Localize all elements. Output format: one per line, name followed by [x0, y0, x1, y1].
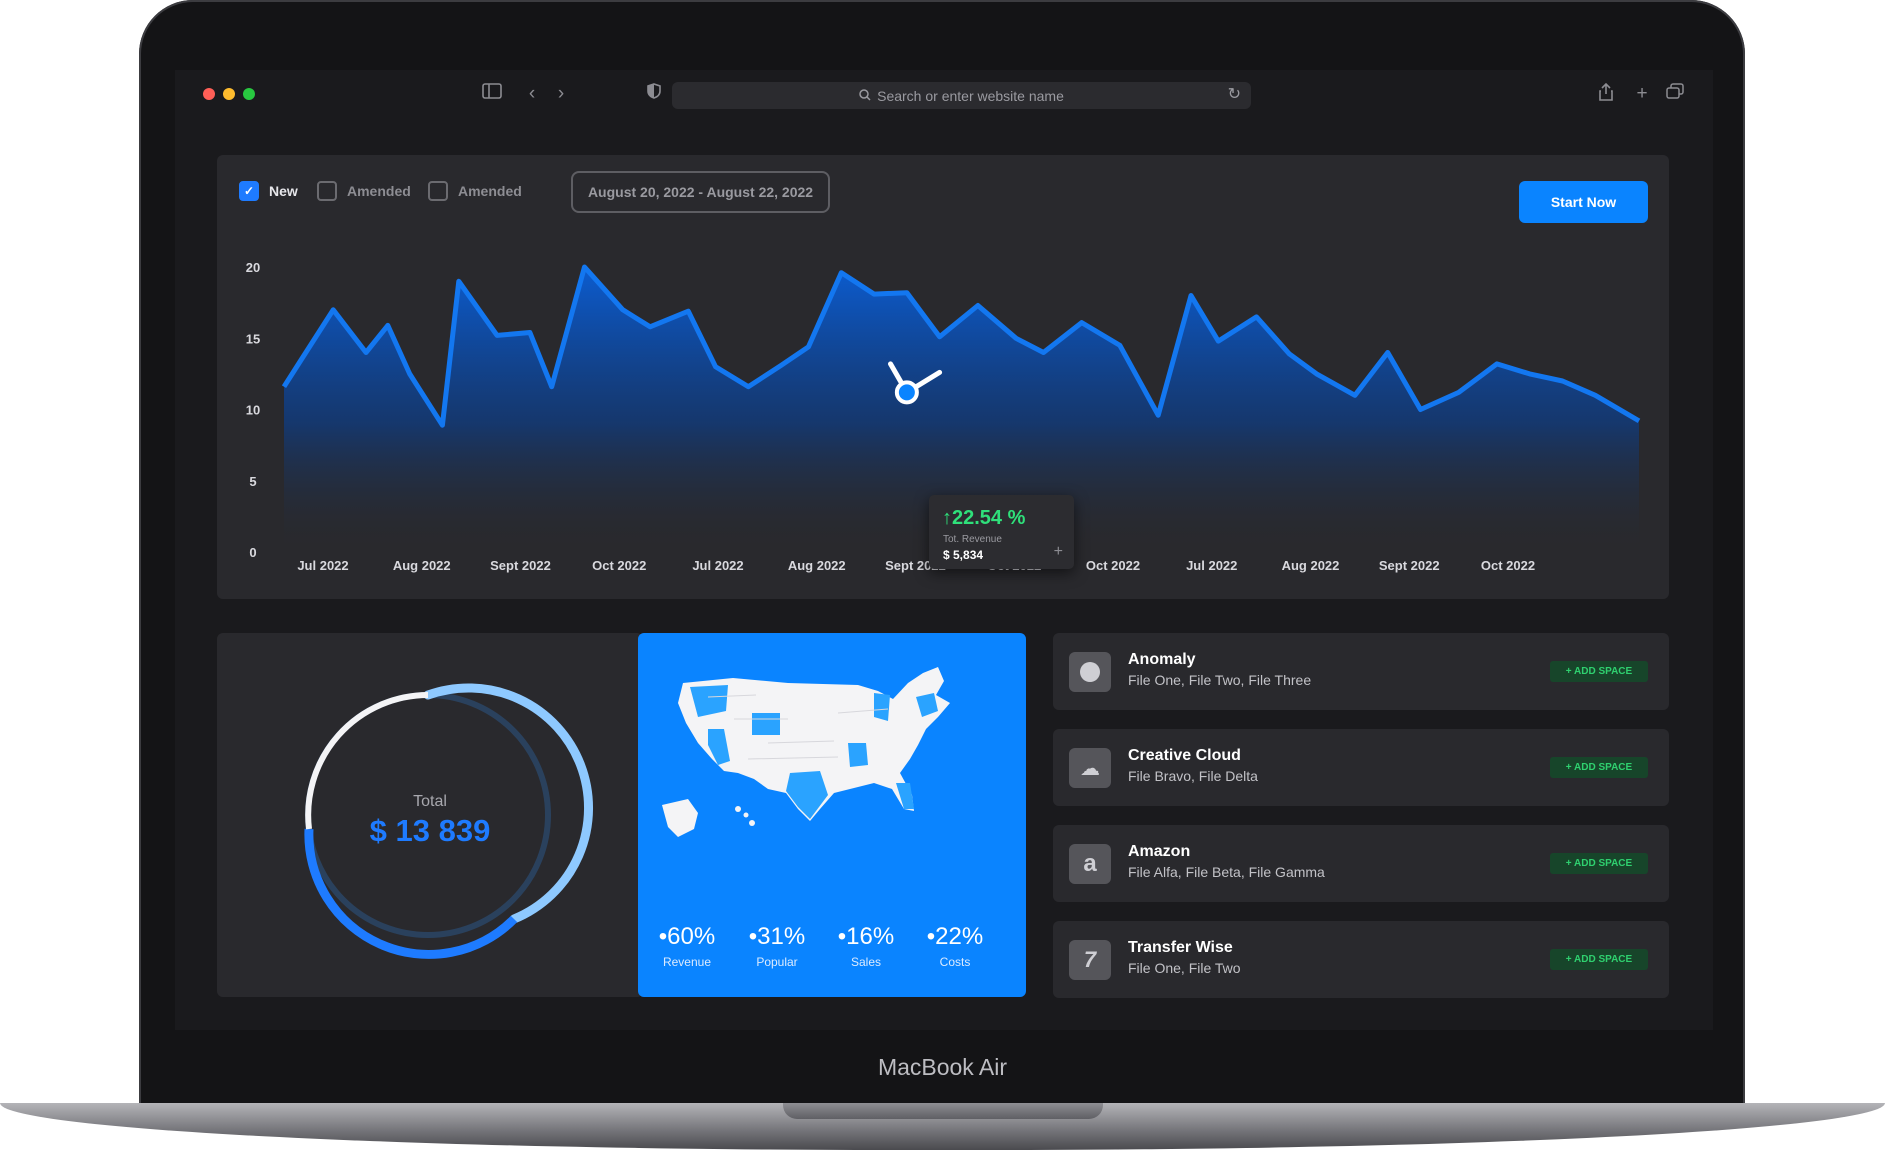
y-tick-label: 15: [246, 331, 260, 346]
date-range-picker[interactable]: August 20, 2022 - August 22, 2022: [571, 171, 830, 213]
zoom-window-button[interactable]: [243, 88, 255, 100]
x-tick-label: Oct 2022: [592, 558, 646, 573]
add-space-button[interactable]: + ADD SPACE: [1550, 853, 1648, 874]
space-item-creative-cloud[interactable]: ☁ Creative Cloud File Bravo, File Delta …: [1053, 729, 1669, 806]
filter-amended-checkbox[interactable]: Amended: [317, 181, 411, 201]
x-tick-label: Jul 2022: [692, 558, 743, 573]
checkbox-box: [317, 181, 337, 201]
tooltip-change: ↑22.54 %: [942, 507, 1026, 529]
transferwise-icon: 7: [1069, 940, 1111, 980]
chart-series-line: [281, 264, 1641, 428]
add-space-button[interactable]: + ADD SPACE: [1550, 757, 1648, 778]
tabs-overview-icon[interactable]: [1663, 83, 1687, 105]
tooltip-value: $ 5,834: [943, 548, 984, 562]
creative-cloud-icon: ☁: [1069, 748, 1111, 788]
revenue-chart-panel: ✓ New Amended Amended August 20, 2022 - …: [217, 155, 1669, 599]
stat-costs: •22% Costs: [910, 923, 1000, 969]
stat-label: Sales: [850, 955, 882, 969]
amazon-icon: a: [1069, 844, 1111, 884]
space-title: Anomaly: [1128, 651, 1196, 668]
shield-icon[interactable]: [642, 83, 666, 105]
total-panel: Total $ 13 839: [217, 633, 643, 997]
x-tick-label: Oct 2022: [1086, 558, 1140, 573]
browser-toolbar: ‹ › Search or enter website name ↻ +: [175, 70, 1713, 120]
y-tick-label: 10: [246, 403, 260, 418]
minimize-window-button[interactable]: [223, 88, 235, 100]
share-icon[interactable]: [1594, 82, 1618, 107]
x-tick-label: Oct 2022: [1481, 558, 1535, 573]
address-bar[interactable]: Search or enter website name ↻: [672, 82, 1251, 109]
search-icon: [859, 88, 871, 104]
usa-map: [662, 667, 950, 837]
reload-icon[interactable]: ↻: [1227, 86, 1241, 103]
total-donut: [304, 683, 593, 959]
chart-highlight-point: [894, 380, 919, 405]
stat-label: Popular: [756, 955, 798, 969]
filter-amended-checkbox-2[interactable]: Amended: [428, 181, 522, 201]
stat-value: •31%: [748, 923, 806, 950]
x-tick-label: Sept 2022: [1379, 558, 1440, 573]
stat-value: •22%: [926, 923, 984, 950]
space-files: File One, File Two: [1128, 960, 1241, 976]
filter-label: New: [269, 183, 298, 199]
forward-icon[interactable]: ›: [557, 83, 565, 104]
space-title: Creative Cloud: [1128, 747, 1241, 764]
space-title: Transfer Wise: [1128, 939, 1233, 956]
add-space-button[interactable]: + ADD SPACE: [1550, 949, 1648, 970]
stat-popular: •31% Popular: [732, 923, 822, 969]
y-tick-label: 20: [246, 260, 260, 275]
space-item-transfer-wise[interactable]: 7 Transfer Wise File One, File Two + ADD…: [1053, 921, 1669, 998]
total-label: Total: [413, 793, 447, 810]
stat-value: •16%: [837, 923, 895, 950]
filter-label: Amended: [347, 183, 411, 199]
tooltip-label: Tot. Revenue: [943, 534, 1002, 545]
usa-map-panel: •60% Revenue •31% Popular •16% Sales •22…: [638, 633, 1026, 997]
filter-label: Amended: [458, 183, 522, 199]
y-tick-label: 5: [249, 474, 256, 489]
y-tick-label: 0: [249, 545, 256, 560]
x-tick-label: Aug 2022: [788, 558, 846, 573]
space-item-anomaly[interactable]: Anomaly File One, File Two, File Three +…: [1053, 633, 1669, 710]
checkbox-box: [428, 181, 448, 201]
laptop-notch: [783, 1103, 1103, 1119]
stat-label: Costs: [939, 955, 971, 969]
x-tick-label: Jul 2022: [1186, 558, 1237, 573]
stat-label: Revenue: [662, 955, 712, 969]
new-tab-icon[interactable]: +: [1636, 83, 1648, 104]
chart-tooltip: ↑22.54 % Tot. Revenue $ 5,834 +: [929, 495, 1074, 569]
space-files: File Bravo, File Delta: [1128, 768, 1258, 784]
area-chart: 0 5 10 15 20 Jul 2022 Aug 2022 Sept 2022 Oct 202…: [246, 260, 1641, 573]
add-space-button[interactable]: + ADD SPACE: [1550, 661, 1648, 682]
stat-sales: •16% Sales: [821, 923, 911, 969]
x-tick-label: Aug 2022: [1282, 558, 1340, 573]
sidebar-icon[interactable]: [480, 83, 504, 105]
stat-revenue: •60% Revenue: [642, 923, 732, 969]
space-item-amazon[interactable]: a Amazon File Alfa, File Beta, File Gamm…: [1053, 825, 1669, 902]
total-value: $ 13 839: [369, 813, 491, 848]
checkmark-icon: ✓: [239, 181, 259, 201]
space-files: File Alfa, File Beta, File Gamma: [1128, 864, 1325, 880]
space-title: Amazon: [1128, 843, 1191, 860]
x-tick-label: Jul 2022: [297, 558, 348, 573]
start-now-button[interactable]: Start Now: [1519, 181, 1648, 223]
back-icon[interactable]: ‹: [528, 83, 536, 104]
stat-value: •60%: [658, 923, 716, 950]
browser-window: ‹ › Search or enter website name ↻ + ✓ N…: [175, 70, 1713, 1030]
x-tick-label: Aug 2022: [393, 558, 451, 573]
space-files: File One, File Two, File Three: [1128, 672, 1312, 688]
device-brand-label: MacBook Air: [877, 1054, 1008, 1080]
plus-icon[interactable]: +: [1053, 543, 1063, 560]
anomaly-icon: [1069, 652, 1111, 692]
address-placeholder: Search or enter website name: [877, 87, 1064, 104]
x-tick-label: Sept 2022: [490, 558, 551, 573]
filter-new-checkbox[interactable]: ✓ New: [239, 181, 298, 201]
close-window-button[interactable]: [203, 88, 215, 100]
chart-area-fill: [284, 267, 1639, 552]
